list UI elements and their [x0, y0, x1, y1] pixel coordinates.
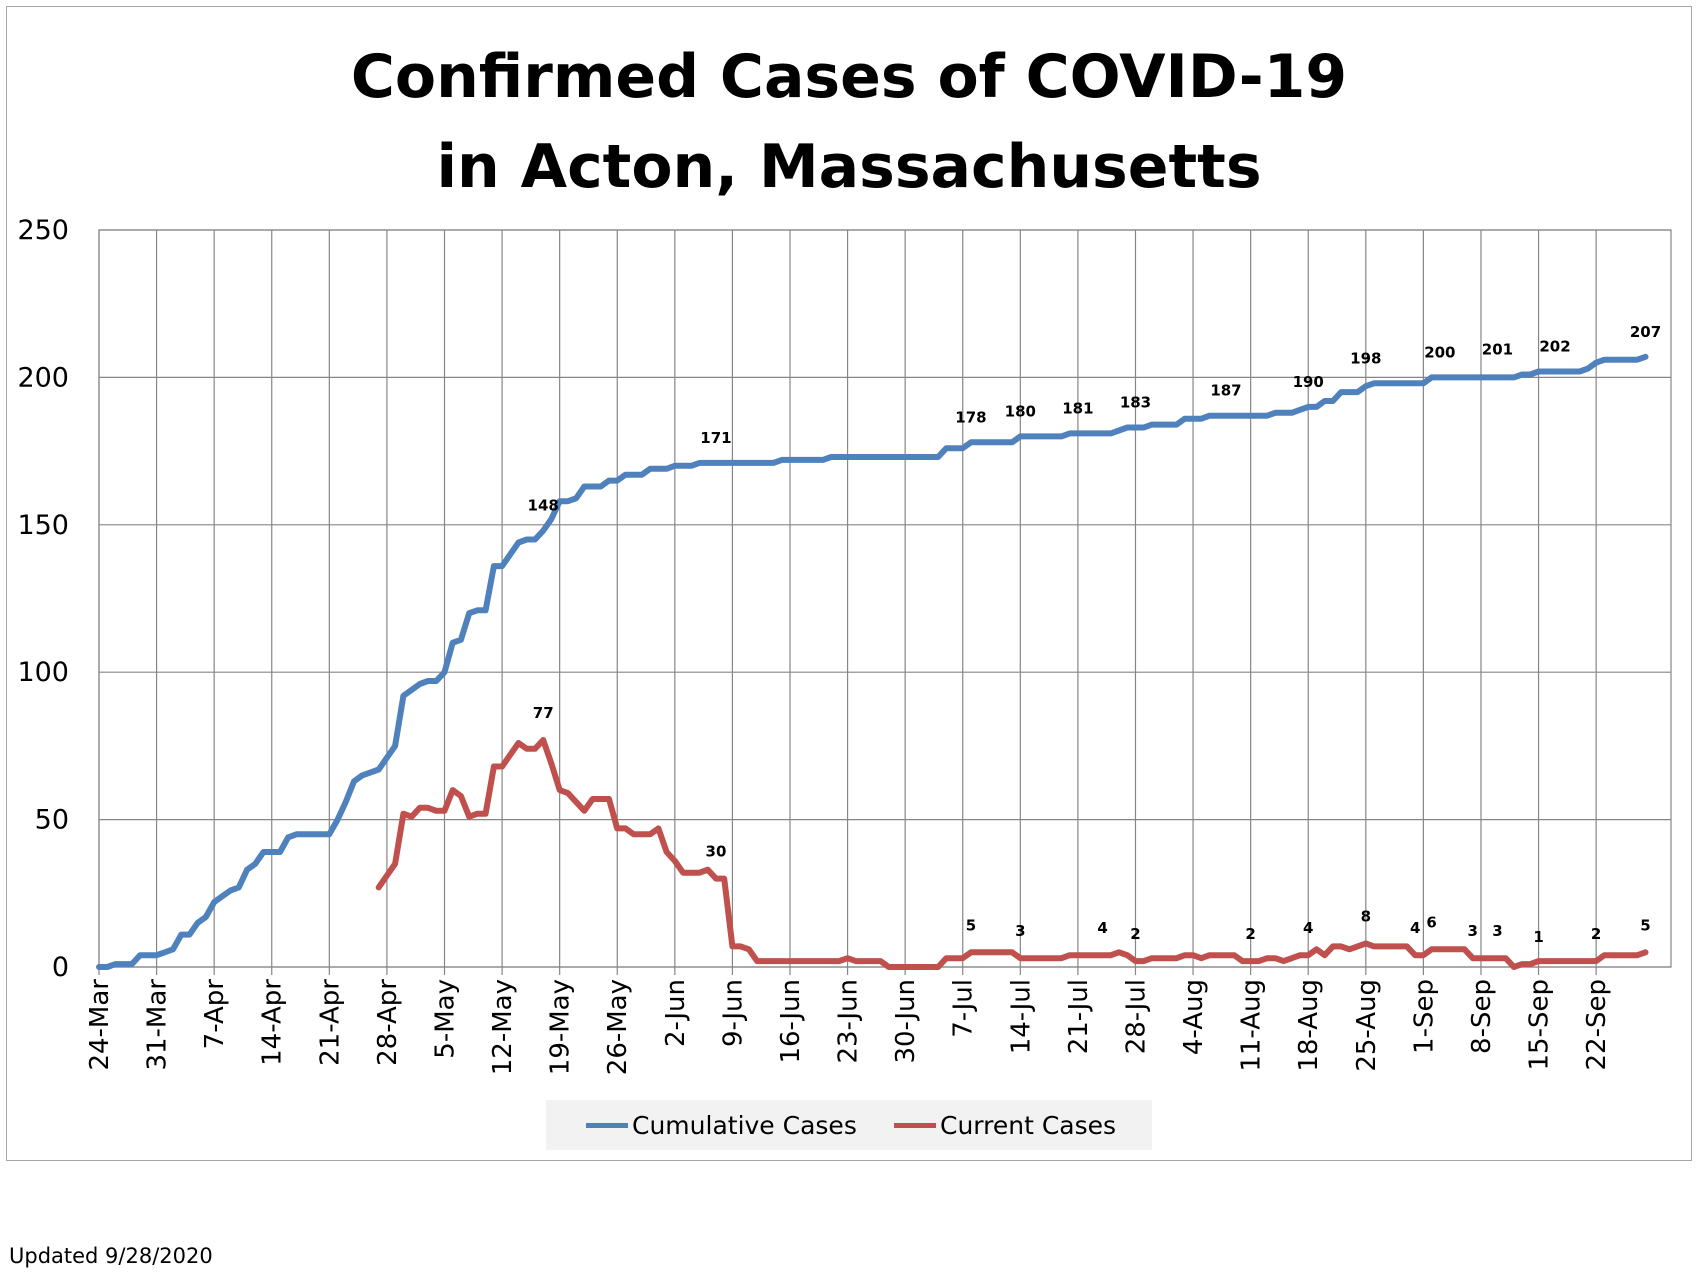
- data-label-current: 5: [966, 916, 976, 934]
- chart-title-line-2: in Acton, Massachusetts: [436, 132, 1262, 202]
- y-tick-label: 50: [35, 805, 69, 836]
- x-tick-label: 21-Apr: [315, 979, 345, 1066]
- x-tick-label: 30-Jun: [891, 979, 921, 1064]
- data-label-current: 2: [1245, 925, 1255, 943]
- x-tick-label: 5-May: [430, 979, 460, 1059]
- x-tick-label: 7-Apr: [200, 979, 230, 1050]
- data-label-current: 3: [1492, 922, 1502, 940]
- data-label-cumulative: 171: [700, 429, 731, 447]
- series-line-current: [375, 737, 1649, 970]
- y-tick-label: 200: [17, 362, 69, 393]
- x-tick-label: 28-Apr: [373, 979, 403, 1066]
- data-label-current: 3: [1468, 922, 1478, 940]
- x-tick-label: 8-Sep: [1467, 979, 1497, 1054]
- data-label-current: 4: [1097, 919, 1107, 937]
- x-tick-label: 18-Aug: [1294, 979, 1324, 1072]
- data-label-cumulative: 181: [1062, 399, 1093, 417]
- x-tick-label: 28-Jul: [1121, 979, 1151, 1054]
- x-tick-label: 7-Jul: [949, 979, 979, 1038]
- chart-title-line-1: Confirmed Cases of COVID-19: [350, 42, 1348, 112]
- x-tick-label: 15-Sep: [1525, 979, 1555, 1070]
- data-label-cumulative: 180: [1005, 402, 1036, 420]
- data-label-cumulative: 190: [1293, 373, 1324, 391]
- data-label-cumulative: 198: [1350, 349, 1381, 367]
- legend-item-current: Current Cases: [894, 1100, 1116, 1150]
- chart-frame: [6, 6, 1692, 1161]
- x-tick-label: 12-May: [488, 979, 518, 1075]
- data-label-cumulative: 207: [1630, 323, 1661, 341]
- data-label-cumulative: 178: [955, 408, 986, 426]
- x-tick-label: 11-Aug: [1237, 979, 1267, 1072]
- data-label-cumulative: 148: [528, 497, 559, 515]
- data-label-current: 5: [1640, 916, 1650, 934]
- x-tick-label: 9-Jun: [718, 979, 748, 1047]
- y-tick-label: 0: [52, 952, 69, 983]
- x-tick-label: 31-Mar: [143, 979, 173, 1071]
- x-tick-label: 2-Jun: [661, 979, 691, 1047]
- chart-legend: Cumulative Cases Current Cases: [546, 1100, 1152, 1150]
- y-tick-label: 150: [17, 510, 69, 541]
- legend-label-cumulative: Cumulative Cases: [632, 1110, 857, 1140]
- data-label-cumulative: 200: [1424, 343, 1455, 361]
- data-label-cumulative: 183: [1120, 394, 1151, 412]
- x-tick-label: 14-Apr: [258, 979, 288, 1066]
- x-tick-label: 14-Jul: [1006, 979, 1036, 1054]
- legend-item-cumulative: Cumulative Cases: [586, 1100, 857, 1150]
- y-tick-label: 100: [17, 657, 69, 688]
- x-tick-label: 16-Jun: [776, 979, 806, 1064]
- data-label-current: 3: [1015, 922, 1025, 940]
- data-label-cumulative: 187: [1210, 382, 1241, 400]
- x-tick-label: 19-May: [546, 979, 576, 1075]
- data-label-current: 77: [533, 704, 554, 722]
- series-line-cumulative: [96, 353, 1649, 970]
- data-label-current: 30: [706, 843, 727, 861]
- x-tick-label: 21-Jul: [1064, 979, 1094, 1054]
- legend-label-current: Current Cases: [940, 1110, 1117, 1140]
- x-tick-label: 25-Aug: [1352, 979, 1382, 1072]
- x-tick-label: 22-Sep: [1582, 979, 1612, 1070]
- data-label-current: 8: [1361, 907, 1371, 925]
- data-label-cumulative: 202: [1539, 338, 1570, 356]
- plot-area: [98, 229, 1672, 968]
- data-label-current: 2: [1591, 925, 1601, 943]
- x-tick-label: 26-May: [603, 979, 633, 1075]
- data-label-current: 6: [1426, 913, 1436, 931]
- x-tick-label: 1-Sep: [1409, 979, 1439, 1054]
- data-label-current: 2: [1130, 925, 1140, 943]
- x-tick-label: 24-Mar: [85, 979, 115, 1071]
- updated-date: Updated 9/28/2020: [9, 1244, 213, 1268]
- x-tick-label: 23-Jun: [834, 979, 864, 1064]
- x-tick-label: 4-Aug: [1179, 979, 1209, 1055]
- data-label-current: 4: [1410, 919, 1420, 937]
- legend-swatch-cumulative: [586, 1122, 628, 1128]
- chart-title: Confirmed Cases of COVID-19 in Acton, Ma…: [6, 32, 1692, 212]
- data-label-current: 1: [1533, 928, 1543, 946]
- data-label-current: 4: [1303, 919, 1313, 937]
- y-tick-label: 250: [17, 215, 69, 246]
- data-label-cumulative: 201: [1482, 340, 1513, 358]
- legend-swatch-current: [894, 1122, 936, 1128]
